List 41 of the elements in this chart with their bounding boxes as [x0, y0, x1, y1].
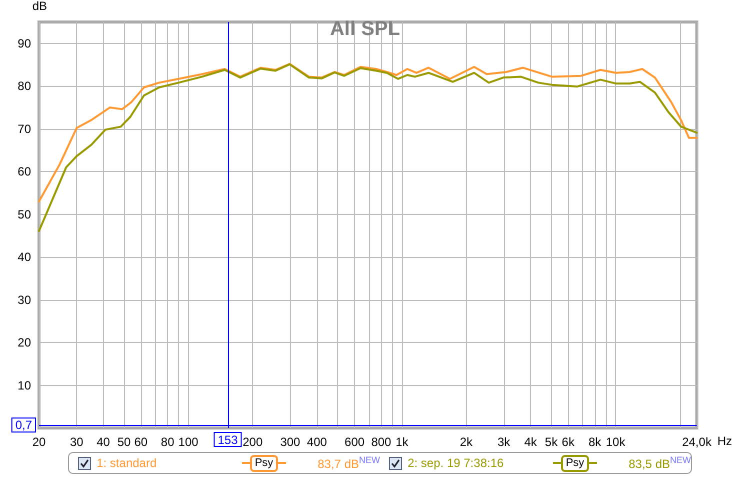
x-tick-label: 80: [160, 435, 175, 449]
y-tick-label: 30: [18, 292, 32, 307]
y-tick-label: 90: [18, 36, 32, 50]
text: 2: sep. 19 7:38:16: [408, 456, 505, 470]
y-tick-label: 40: [18, 250, 32, 264]
text: 1: standard: [96, 456, 158, 470]
x-tick-label: 4k: [524, 435, 538, 449]
x-tick-label: 24,0k: [682, 435, 712, 449]
x-tick-label: 400: [306, 435, 328, 449]
x-tick-label: 3k: [498, 435, 512, 449]
x-tick-label: 800: [371, 435, 392, 449]
x-tick-label: 6k: [562, 435, 576, 449]
y-tick-label: 60: [18, 164, 32, 179]
x-tick-label: 2k: [460, 435, 474, 449]
x-tick-label: 50: [117, 435, 131, 449]
y-tick-label: 20: [18, 336, 32, 350]
x-tick-label: 300: [280, 435, 301, 449]
x-axis-title: Hz: [717, 434, 732, 448]
text: 83,7 dB$^{NEW}$: [318, 455, 380, 471]
chart-title: All SPL: [330, 18, 400, 40]
x-tick-label: 100: [178, 435, 199, 449]
ref-line-label: 153: [218, 433, 238, 447]
x-tick-label: 1k: [396, 435, 410, 449]
x-tick-label: 5k: [544, 435, 559, 449]
x-tick-label: 600: [344, 435, 365, 449]
text: Psy: [250, 454, 278, 472]
x-tick-label: 30: [70, 435, 84, 449]
x-tick-label: 200: [242, 435, 263, 449]
text: Psy: [560, 454, 590, 472]
y-tick-label: 70: [18, 122, 32, 136]
ref-line-label: 0,7: [15, 418, 32, 432]
y-tick-label: 80: [18, 79, 32, 94]
y-tick-label: 10: [18, 378, 32, 392]
y-tick-label: 50: [18, 207, 32, 222]
x-tick-label: 10k: [606, 435, 626, 449]
x-tick-label: 8k: [588, 435, 602, 449]
x-tick-label: 20: [32, 435, 46, 449]
x-tick-label: 60: [134, 435, 148, 449]
x-tick-label: 40: [96, 435, 110, 449]
y-axis-title: dB: [32, 0, 47, 13]
text: 83,5 dB$^{NEW}$: [628, 455, 691, 471]
